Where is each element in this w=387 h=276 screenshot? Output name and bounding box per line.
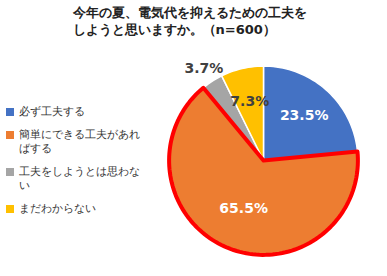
html-text:簡単にできる工夫があればする: 簡単にできる工夫があればする <box>19 127 140 155</box>
html-text:工夫をしようとは思わない: 工夫をしようとは思わない <box>19 164 140 192</box>
html-text:必ず工夫する: 必ず工夫する <box>19 104 85 118</box>
svg-text:3.7%: 3.7% <box>185 60 224 76</box>
svg-text:23.5%: 23.5% <box>280 107 329 123</box>
html-text:今年の夏、電気代を抑えるための工夫をしようと思いますか。（n: 今年の夏、電気代を抑えるための工夫をしようと思いますか。（n=600） <box>72 5 307 37</box>
svg-text:7.3%: 7.3% <box>230 93 269 109</box>
html-text:まだわからない: まだわからない <box>19 201 96 215</box>
svg-text:65.5%: 65.5% <box>219 200 268 216</box>
